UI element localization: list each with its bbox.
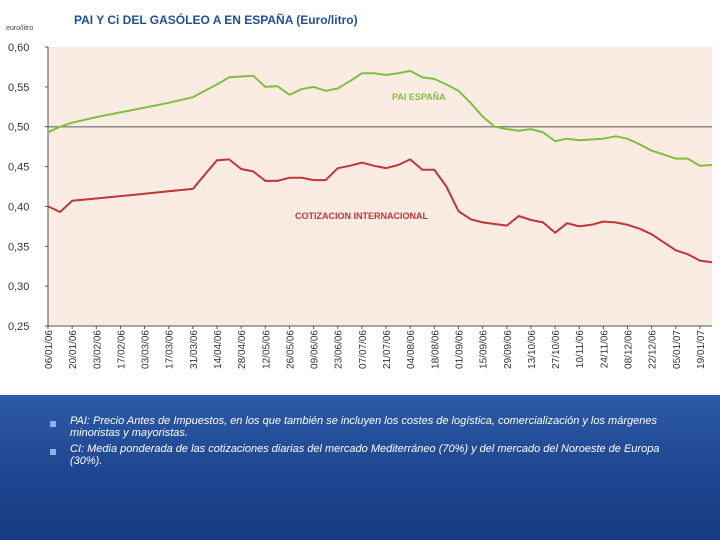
plot-area (48, 47, 712, 326)
bullet-item: CI: Media ponderada de las cotizaciones … (50, 443, 690, 467)
y-tick-label: 0,60 (8, 42, 29, 54)
y-tick-label: 0,30 (8, 281, 29, 293)
chart-panel: euro/litro PAI Y Ci DEL GASÓLEO A EN ESPA… (6, 12, 713, 369)
x-tick-label: 09/06/06 (310, 330, 321, 369)
bullet-text: CI: Media ponderada de las cotizaciones … (70, 443, 660, 467)
x-tick-label: 07/07/06 (358, 330, 369, 369)
pai-espana-line (47, 69, 713, 167)
x-tick-label: 17/03/06 (165, 330, 176, 369)
y-tick-label: 0,25 (8, 321, 29, 333)
square-bullet-icon (50, 449, 56, 455)
x-tick-label: 01/09/06 (454, 330, 465, 369)
x-tick-label: 06/01/06 (44, 330, 55, 369)
x-tick-label: 15/09/06 (479, 330, 490, 369)
line-chart: euro/litro PAI Y Ci DEL GASÓLEO A EN ESPA… (6, 12, 713, 369)
x-tick-label: 03/02/06 (92, 330, 103, 369)
x-tick-label: 04/08/06 (406, 330, 417, 369)
y-tick-label: 0,45 (8, 162, 29, 174)
series-label-pai-espana: PAI ESPAÑA (392, 92, 446, 102)
slide-footer: PAI: Precio Antes de Impuestos, en los q… (0, 395, 720, 540)
series-label-cotizacion-internacional: COTIZACION INTERNACIONAL (295, 211, 428, 221)
x-tick-label: 29/09/06 (503, 330, 514, 369)
y-tick-label: 0,55 (8, 82, 29, 94)
cotizacion-internacional-line (47, 158, 713, 264)
x-tick-label: 03/03/06 (141, 330, 152, 369)
x-tick-label: 08/12/06 (623, 330, 634, 369)
x-tick-label: 05/01/07 (672, 330, 683, 369)
x-tick-label: 20/01/06 (68, 330, 79, 369)
x-tick-label: 14/04/06 (213, 330, 224, 369)
x-tick-label: 12/05/06 (261, 330, 272, 369)
x-tick-label: 13/10/06 (527, 330, 538, 369)
y-tick-label: 0,35 (8, 241, 29, 253)
y-tick-label: 0,50 (8, 122, 29, 134)
chart-title: PAI Y Ci DEL GASÓLEO A EN ESPAÑA (Euro/l… (74, 12, 358, 27)
x-tick-label: 18/08/06 (430, 330, 441, 369)
bullet-item: PAI: Precio Antes de Impuestos, en los q… (50, 415, 690, 439)
y-tick-label: 0,40 (8, 201, 29, 213)
x-tick-label: 22/12/06 (648, 330, 659, 369)
unit-label: euro/litro (6, 25, 33, 32)
x-tick-label: 23/06/06 (334, 330, 345, 369)
x-tick-label: 24/11/06 (599, 330, 610, 369)
x-tick-label: 21/07/06 (382, 330, 393, 369)
x-tick-label: 17/02/06 (116, 330, 127, 369)
x-tick-label: 31/03/06 (189, 330, 200, 369)
square-bullet-icon (50, 421, 56, 427)
bullet-text: PAI: Precio Antes de Impuestos, en los q… (70, 415, 657, 439)
x-tick-label: 27/10/06 (551, 330, 562, 369)
x-tick-label: 10/11/06 (575, 330, 586, 369)
x-tick-label: 26/05/06 (285, 330, 296, 369)
x-tick-label: 28/04/06 (237, 330, 248, 369)
x-tick-label: 19/01/07 (696, 330, 707, 369)
